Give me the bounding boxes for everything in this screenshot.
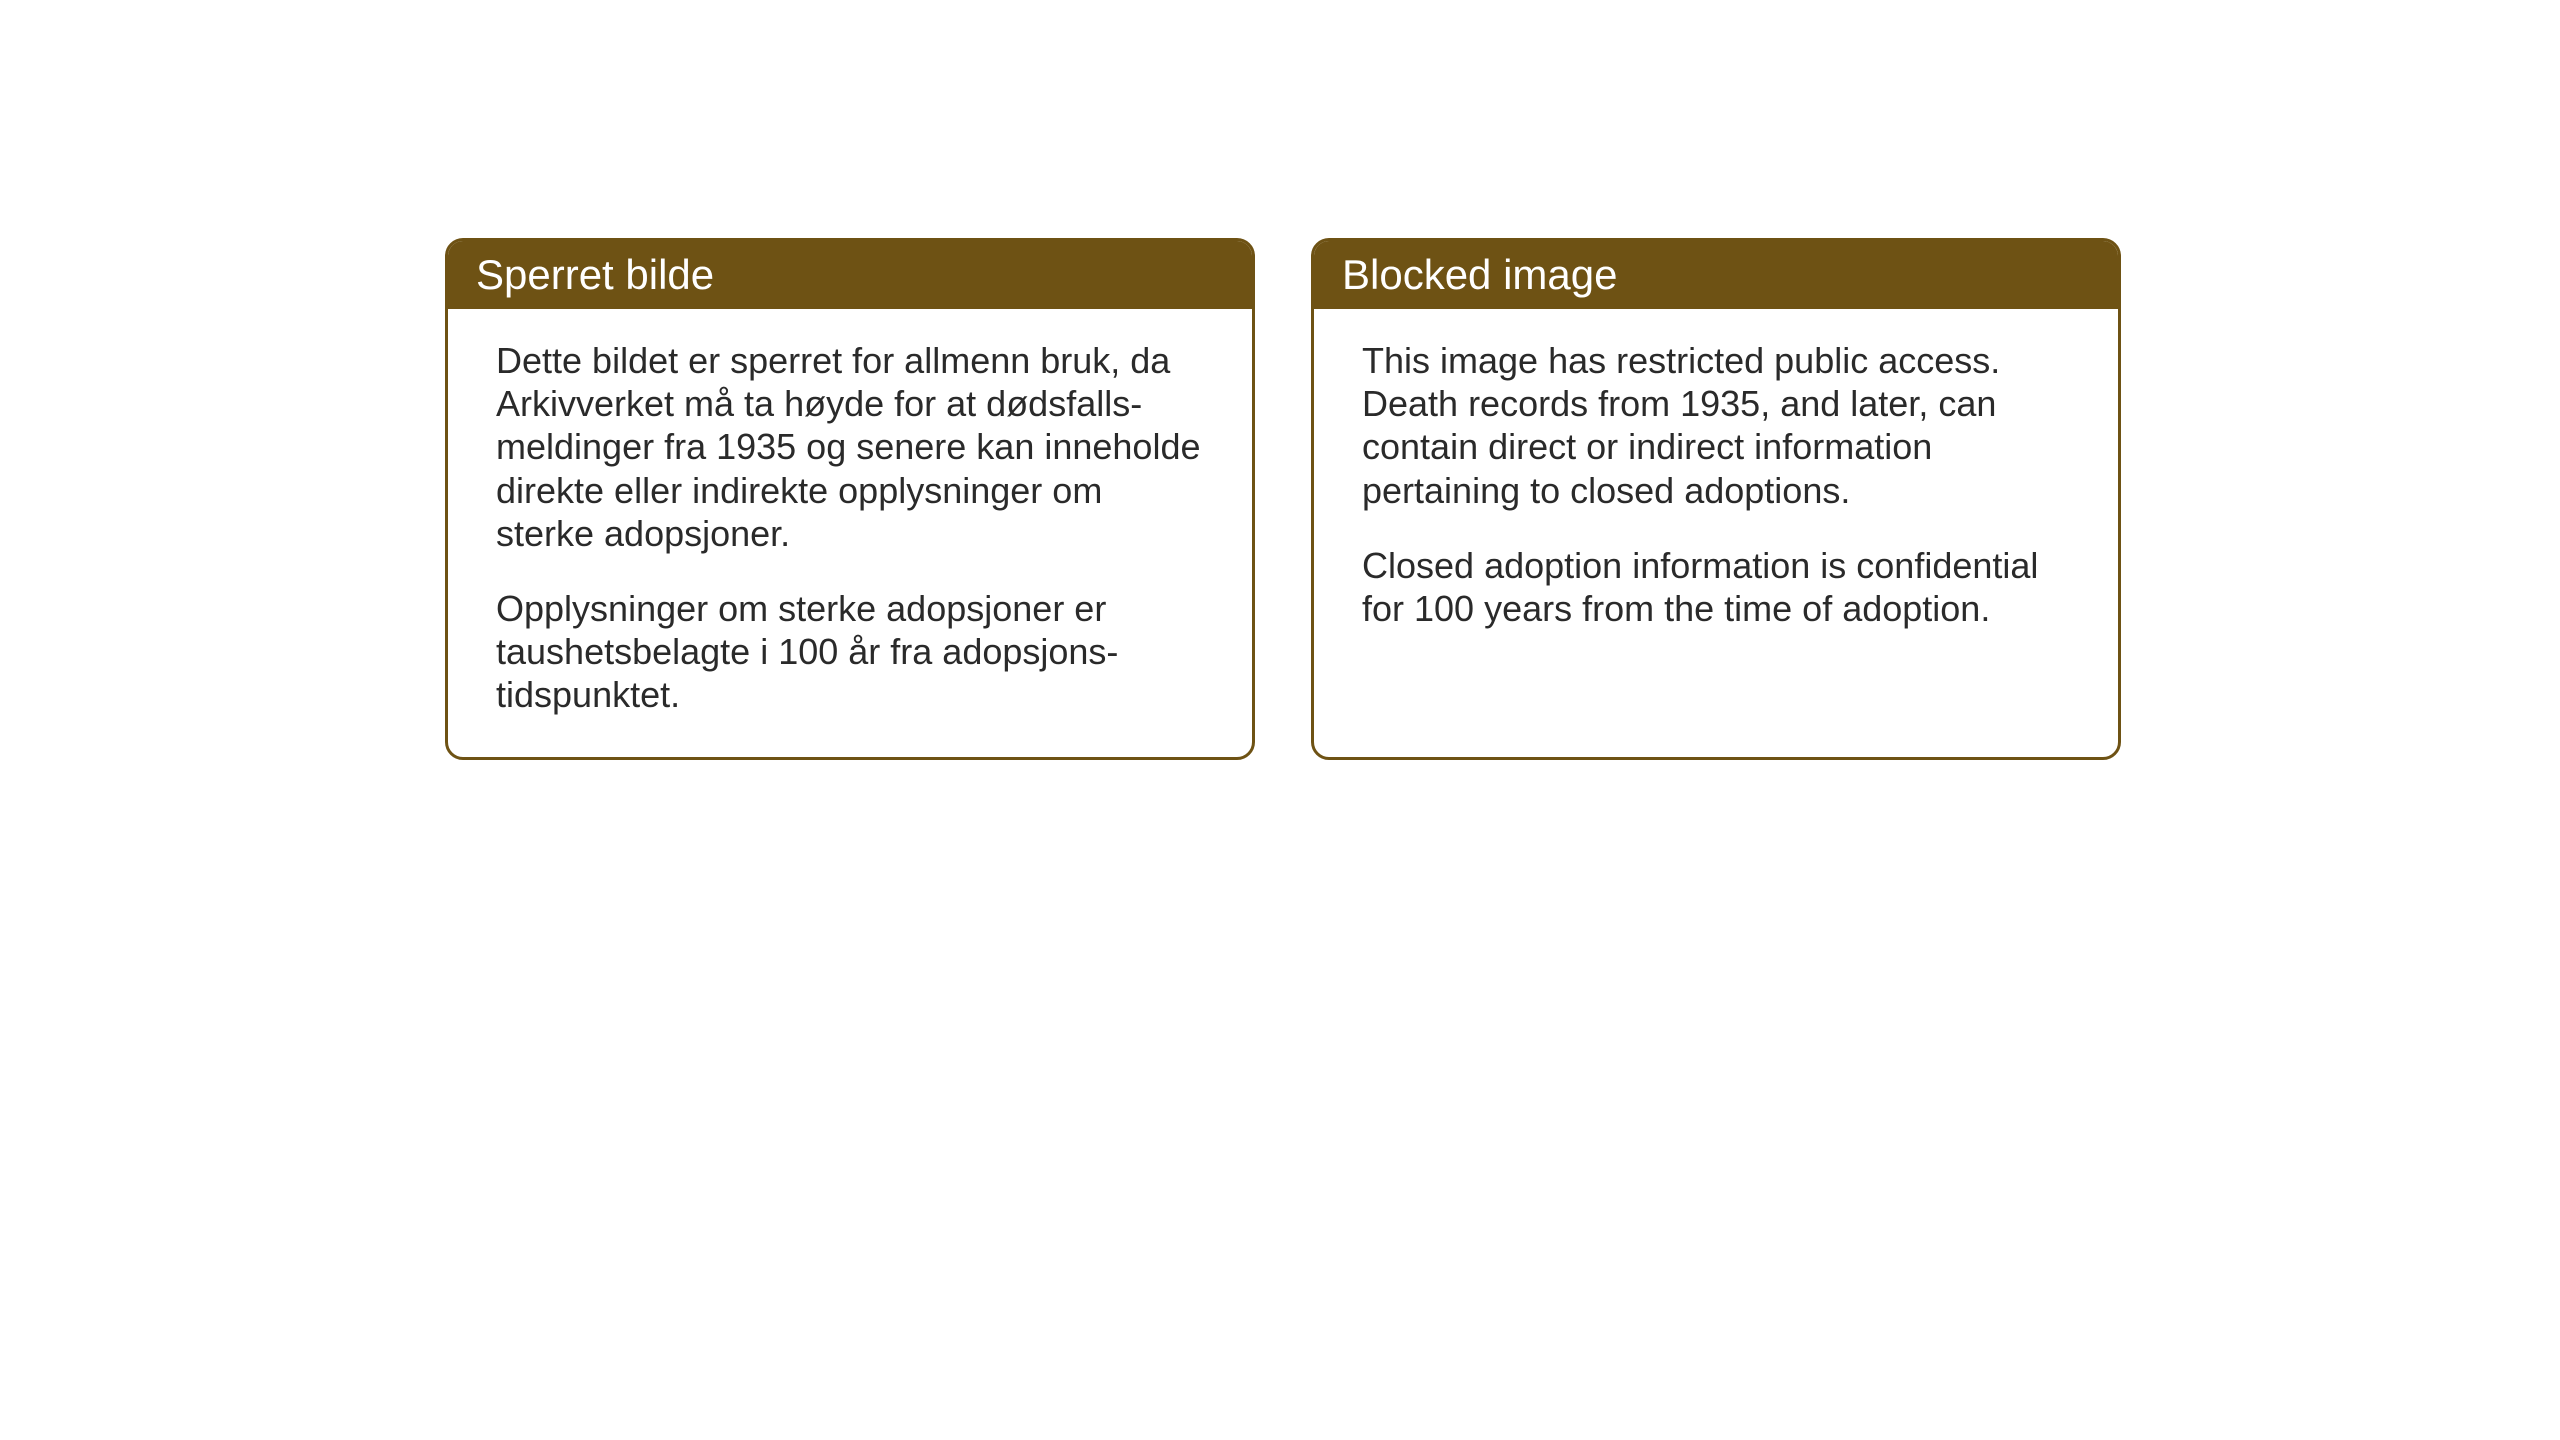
blocked-image-paragraph-2: Closed adoption information is confident…	[1362, 544, 2070, 630]
sperret-bilde-paragraph-1: Dette bildet er sperret for allmenn bruk…	[496, 339, 1204, 555]
sperret-bilde-title: Sperret bilde	[448, 241, 1252, 309]
blocked-image-card: Blocked image This image has restricted …	[1311, 238, 2121, 760]
sperret-bilde-paragraph-2: Opplysninger om sterke adopsjoner er tau…	[496, 587, 1204, 717]
blocked-image-title: Blocked image	[1314, 241, 2118, 309]
cards-container: Sperret bilde Dette bildet er sperret fo…	[445, 238, 2121, 760]
sperret-bilde-body: Dette bildet er sperret for allmenn bruk…	[448, 309, 1252, 757]
blocked-image-paragraph-1: This image has restricted public access.…	[1362, 339, 2070, 512]
sperret-bilde-card: Sperret bilde Dette bildet er sperret fo…	[445, 238, 1255, 760]
blocked-image-body: This image has restricted public access.…	[1314, 309, 2118, 670]
